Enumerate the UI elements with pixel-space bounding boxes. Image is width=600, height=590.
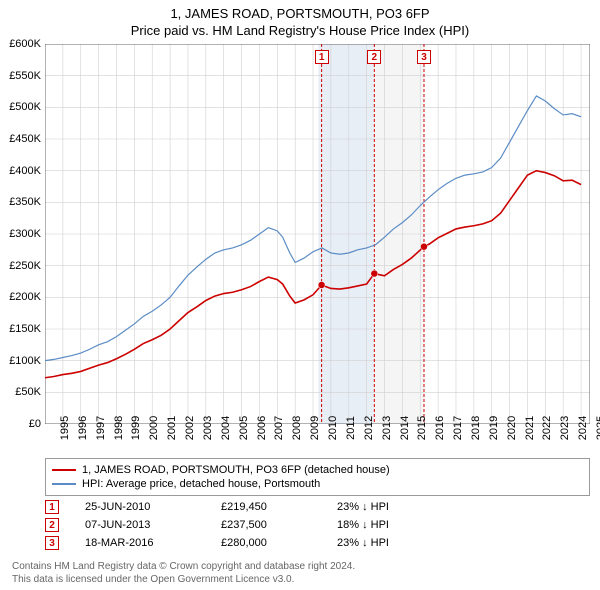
sales-table: 1 25-JUN-2010 £219,450 23% ↓ HPI 2 07-JUN-201… [45, 498, 590, 552]
legend-swatch [52, 469, 76, 471]
y-tick-label: £250K [9, 260, 41, 272]
sale-marker-icon: 3 [45, 536, 59, 550]
sale-marker-icon: 1 [45, 500, 59, 514]
y-tick-label: £0 [29, 418, 41, 430]
legend-row: 1, JAMES ROAD, PORTSMOUTH, PO3 6FP (deta… [52, 463, 583, 477]
y-tick-label: £50K [15, 386, 41, 398]
y-tick-label: £200K [9, 291, 41, 303]
y-tick-label: £350K [9, 196, 41, 208]
legend-box: 1, JAMES ROAD, PORTSMOUTH, PO3 6FP (deta… [45, 458, 590, 496]
y-tick-label: £550K [9, 70, 41, 82]
sale-row: 1 25-JUN-2010 £219,450 23% ↓ HPI [45, 498, 590, 516]
chart-title: 1, JAMES ROAD, PORTSMOUTH, PO3 6FP [0, 0, 600, 21]
y-tick-label: £300K [9, 228, 41, 240]
legend-row: HPI: Average price, detached house, Port… [52, 477, 583, 491]
sale-diff: 23% ↓ HPI [337, 501, 590, 513]
chart-container: 1, JAMES ROAD, PORTSMOUTH, PO3 6FP Price… [0, 0, 600, 590]
footer-line1: Contains HM Land Registry data © Crown c… [12, 560, 355, 573]
sale-date: 07-JUN-2013 [85, 519, 195, 531]
y-tick-label: £400K [9, 165, 41, 177]
chart-area: £0£50K£100K£150K£200K£250K£300K£350K£400… [45, 44, 590, 424]
y-tick-label: £450K [9, 133, 41, 145]
x-tick-label: 2025 [581, 416, 600, 440]
chart-svg [45, 44, 590, 424]
chart-sale-marker: 3 [417, 50, 431, 64]
footer-attribution: Contains HM Land Registry data © Crown c… [12, 560, 355, 586]
sale-date: 25-JUN-2010 [85, 501, 195, 513]
sale-row: 2 07-JUN-2013 £237,500 18% ↓ HPI [45, 516, 590, 534]
sale-marker-icon: 2 [45, 518, 59, 532]
footer-line2: This data is licensed under the Open Gov… [12, 573, 355, 586]
sale-row: 3 18-MAR-2016 £280,000 23% ↓ HPI [45, 534, 590, 552]
y-tick-label: £600K [9, 38, 41, 50]
y-tick-label: £150K [9, 323, 41, 335]
legend-swatch [52, 483, 76, 485]
legend-label: 1, JAMES ROAD, PORTSMOUTH, PO3 6FP (deta… [82, 464, 390, 476]
legend-label: HPI: Average price, detached house, Port… [82, 478, 320, 490]
sale-diff: 23% ↓ HPI [337, 537, 590, 549]
chart-sale-marker: 2 [367, 50, 381, 64]
chart-subtitle: Price paid vs. HM Land Registry's House … [0, 21, 600, 42]
sale-date: 18-MAR-2016 [85, 537, 195, 549]
chart-sale-marker: 1 [315, 50, 329, 64]
sale-diff: 18% ↓ HPI [337, 519, 590, 531]
sale-price: £237,500 [221, 519, 311, 531]
sale-price: £219,450 [221, 501, 311, 513]
sale-price: £280,000 [221, 537, 311, 549]
y-tick-label: £100K [9, 355, 41, 367]
y-tick-label: £500K [9, 101, 41, 113]
